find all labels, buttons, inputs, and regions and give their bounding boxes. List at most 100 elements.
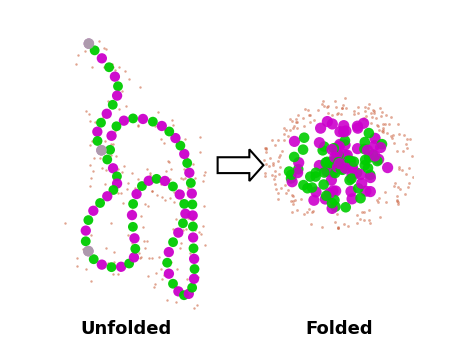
Point [287,198,295,204]
Point [87,142,94,148]
Point [184,185,192,191]
Point [310,197,318,203]
Point [102,245,110,251]
Point [114,190,122,196]
Point [185,170,193,176]
Point [401,191,409,197]
Point [346,158,354,164]
Point [94,138,101,144]
Point [270,176,278,182]
Point [161,178,169,184]
Point [108,133,115,139]
Point [129,224,137,229]
Point [347,159,355,164]
Point [339,162,347,168]
Point [271,174,279,179]
Point [131,246,139,252]
Point [272,181,279,186]
Point [169,239,177,245]
Point [74,52,82,58]
Point [158,277,166,282]
Point [262,145,270,151]
Point [167,259,175,264]
Point [337,111,345,117]
Point [376,105,384,110]
Point [332,105,340,110]
Point [113,183,121,189]
Point [187,180,195,186]
Point [286,116,294,121]
Point [366,207,374,213]
Point [320,182,328,187]
Point [320,103,328,109]
Point [371,143,378,148]
Point [387,114,394,120]
Point [107,263,114,269]
Point [165,177,173,183]
Point [97,155,104,161]
Point [84,236,91,241]
Point [140,181,148,187]
Point [402,141,410,147]
Point [353,212,361,218]
Point [343,105,350,111]
Point [176,192,183,197]
Point [129,201,137,207]
Point [121,118,129,124]
Point [141,245,148,251]
Point [157,266,165,272]
Point [84,248,92,254]
Point [82,226,90,232]
Point [98,165,105,170]
Point [101,138,109,144]
Point [189,202,196,207]
Point [339,103,347,108]
Point [87,278,95,284]
Point [354,110,362,116]
Point [323,168,331,174]
Point [348,164,356,170]
Point [389,136,396,141]
Point [181,201,188,207]
Point [165,249,173,255]
Point [125,261,133,266]
Point [284,187,292,192]
Point [292,197,299,203]
Point [305,206,313,212]
Point [145,178,153,184]
Point [189,224,197,229]
Point [117,264,125,269]
Point [111,74,118,80]
Point [129,116,137,121]
Point [176,286,184,292]
Point [331,219,339,224]
Point [148,255,155,261]
Point [98,147,105,153]
Point [191,254,199,260]
Point [357,195,365,201]
Point [109,187,117,193]
Point [61,220,69,226]
Point [354,123,361,129]
Point [200,203,208,208]
Point [149,119,156,125]
Point [133,191,140,197]
Point [312,189,320,195]
Point [341,152,348,158]
Point [177,240,185,245]
Point [402,171,410,177]
Point [90,256,98,262]
Point [114,83,122,89]
Point [274,158,282,164]
Point [322,160,329,165]
Point [318,102,326,107]
Point [121,68,128,73]
Point [115,65,123,70]
Point [97,120,105,126]
Point [365,130,373,136]
Point [130,115,138,120]
Point [405,166,413,171]
Point [163,297,171,303]
Point [183,211,191,217]
Point [388,133,395,139]
